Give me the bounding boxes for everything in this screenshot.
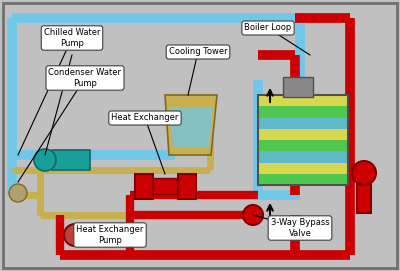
Circle shape	[34, 149, 56, 171]
Text: Boiler Loop: Boiler Loop	[244, 24, 292, 33]
Text: Heat Exchanger: Heat Exchanger	[111, 114, 179, 122]
Bar	[258, 140, 348, 152]
Bar	[150, 178, 180, 194]
Bar	[258, 106, 348, 118]
Polygon shape	[165, 95, 217, 155]
Text: Heat Exchanger
Pump: Heat Exchanger Pump	[76, 225, 144, 245]
Bar	[52, 150, 90, 170]
Bar	[283, 77, 313, 97]
Polygon shape	[169, 107, 213, 147]
Bar	[258, 118, 348, 129]
Circle shape	[9, 184, 27, 202]
Bar	[135, 174, 153, 199]
Bar	[258, 174, 348, 186]
Text: Chilled Water
Pump: Chilled Water Pump	[44, 28, 100, 48]
Bar	[258, 95, 348, 185]
Text: Condenser Water
Pump: Condenser Water Pump	[48, 68, 122, 88]
Text: 3-Way Bypass
Valve: 3-Way Bypass Valve	[271, 218, 329, 238]
Bar	[258, 95, 348, 107]
Bar	[258, 129, 348, 140]
Bar	[258, 151, 348, 163]
Circle shape	[64, 224, 86, 246]
Circle shape	[352, 161, 376, 185]
Text: Cooling Tower: Cooling Tower	[169, 47, 227, 56]
Bar	[357, 173, 371, 213]
Bar	[75, 227, 93, 243]
Circle shape	[243, 205, 263, 225]
Bar	[258, 163, 348, 174]
Bar	[178, 174, 196, 199]
